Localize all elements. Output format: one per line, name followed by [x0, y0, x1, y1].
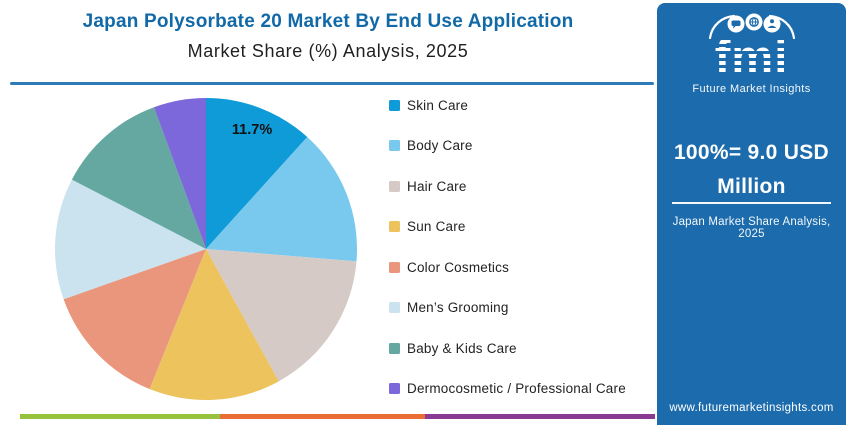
legend-label: Men’s Grooming — [407, 300, 509, 315]
fmi-logo: fmi Future Market Insights — [657, 13, 846, 95]
person-icon — [763, 15, 780, 33]
legend-swatch — [389, 140, 400, 151]
fmi-logo-name: Future Market Insights — [692, 83, 811, 95]
legend-item-sun-care: Sun Care — [389, 219, 626, 234]
market-size-headline: 100%= 9.0 USD Million — [673, 141, 830, 198]
strip-segment-3 — [425, 414, 655, 419]
title-divider — [10, 82, 654, 85]
strip-segment-2 — [220, 414, 425, 419]
pie-slice-hair-care — [206, 249, 357, 382]
legend-swatch — [389, 383, 400, 394]
globe-icon — [745, 13, 762, 31]
pie-slice-sun-care — [149, 249, 279, 400]
legend-swatch — [389, 342, 400, 354]
page-title: Japan Polysorbate 20 Market By End Use A… — [82, 11, 574, 32]
pie-slice-body-care — [206, 137, 357, 262]
page-subtitle: Market Share (%) Analysis, 2025 — [187, 41, 469, 61]
website-link[interactable]: www.futuremarketinsights.com — [669, 402, 834, 414]
legend-label: Baby & Kids Care — [407, 340, 517, 356]
legend-label: Sun Care — [407, 219, 466, 234]
panel-divider — [672, 202, 831, 204]
pie-chart: 11.7% — [55, 98, 357, 400]
legend-swatch — [389, 302, 400, 313]
legend-label: Hair Care — [407, 178, 467, 194]
pie-slice-skin-care — [206, 98, 308, 249]
strip-segment-1 — [20, 414, 220, 419]
legend-item-skin-care: Skin Care — [389, 97, 626, 113]
legend-label: Body Care — [407, 138, 473, 153]
pie-slice-dermocosmetic-professional-care — [153, 98, 206, 249]
legend-swatch — [389, 99, 400, 111]
legend-label: Color Cosmetics — [407, 259, 510, 275]
fmi-monogram: fmi — [714, 30, 789, 83]
brand-panel: fmi Future Market Insights 100%= 9.0 USD… — [657, 3, 846, 425]
pie-data-label: 11.7% — [232, 122, 272, 138]
panel-caption: Japan Market Share Analysis, 2025 — [672, 216, 831, 240]
pie-slice-color-cosmetics — [63, 249, 206, 390]
legend-swatch — [389, 180, 400, 192]
pie-slice-baby-kids-care — [71, 107, 206, 249]
legend-item-dermocosmetic-professional-care: Dermocosmetic / Professional Care — [389, 381, 626, 396]
legend-swatch — [389, 221, 400, 232]
legend-swatch — [389, 261, 400, 273]
chat-bubble-icon — [727, 15, 744, 33]
legend-item-body-care: Body Care — [389, 138, 626, 153]
pie-slice-men-s-grooming — [55, 179, 206, 300]
legend-item-baby-kids-care: Baby & Kids Care — [389, 340, 626, 356]
fmi-logo-icons — [708, 13, 795, 39]
legend-label: Skin Care — [407, 97, 469, 113]
legend: Skin Care Body Care Hair Care Sun Care Color… — [389, 98, 626, 422]
legend-item-hair-care: Hair Care — [389, 178, 626, 194]
legend-label: Dermocosmetic / Professional Care — [407, 381, 626, 396]
legend-item-color-cosmetics: Color Cosmetics — [389, 259, 626, 275]
legend-item-men-s-grooming: Men’s Grooming — [389, 300, 626, 315]
